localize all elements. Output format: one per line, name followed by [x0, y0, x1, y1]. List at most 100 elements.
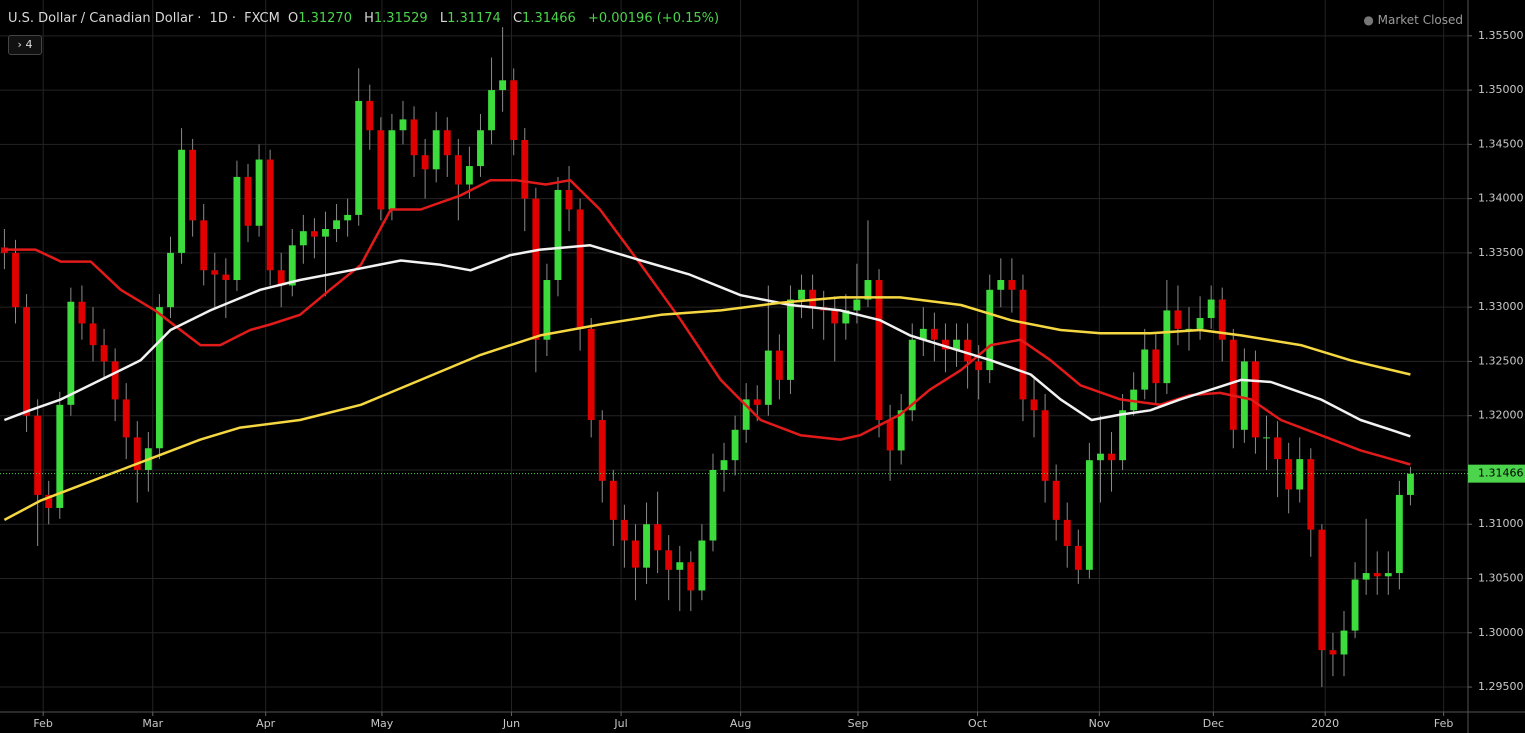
candle-body [410, 119, 418, 156]
candle-body [554, 189, 562, 281]
x-tick-label: Jul [613, 717, 627, 730]
high: 1.31529 [373, 11, 428, 26]
candle-body [167, 252, 174, 308]
candle-body [565, 189, 573, 210]
o-label: O [287, 11, 299, 26]
candle-body [643, 524, 650, 568]
candle-body [222, 274, 230, 281]
candle-body [809, 289, 817, 308]
candle-body [864, 280, 872, 300]
candle-body [720, 460, 728, 470]
x-tick-label: Mar [142, 717, 163, 730]
x-tick-label: Dec [1203, 717, 1224, 730]
y-tick-label: 1.31000 [1478, 517, 1524, 530]
l-label: L [439, 11, 448, 26]
candle-body [1052, 480, 1060, 520]
low: 1.31174 [447, 11, 501, 26]
candle-body [266, 159, 274, 271]
candle-body [122, 399, 130, 438]
x-tick-label: Sep [848, 717, 869, 730]
candle-body [499, 80, 507, 91]
last-price-tag [1468, 464, 1525, 483]
candle-body [1351, 579, 1359, 631]
close: 1.31466 [522, 11, 576, 26]
candle-body [1063, 519, 1071, 546]
candle-body [432, 130, 440, 170]
candle-body [1229, 339, 1237, 430]
candle-body [587, 328, 595, 421]
candle-body [100, 345, 108, 362]
candle-body [510, 80, 518, 141]
y-tick-label: 1.35500 [1478, 29, 1524, 42]
status-text: Market Closed [1377, 13, 1463, 27]
candle-body [1218, 299, 1226, 340]
candle-body [986, 289, 994, 371]
candle-body [421, 155, 429, 170]
candle-body [211, 270, 219, 275]
candle-body [753, 399, 761, 405]
candle-body [244, 176, 252, 226]
x-tick-label: Aug [730, 717, 751, 730]
candle-body [377, 130, 385, 210]
candle-body [886, 420, 894, 451]
candle-body [23, 307, 31, 416]
candle-body [665, 550, 673, 570]
candle-body [1174, 310, 1182, 329]
y-tick-label: 1.34500 [1478, 137, 1524, 150]
candle-body [133, 437, 141, 470]
candle-body [1362, 573, 1370, 580]
candle-body [1108, 453, 1115, 461]
symbol: U.S. Dollar / Canadian Dollar [8, 11, 194, 26]
candle-body [620, 519, 628, 541]
y-tick-label: 1.30500 [1478, 572, 1524, 585]
candle-body [1240, 361, 1248, 430]
candle-body [1252, 361, 1259, 438]
candle-body [897, 410, 905, 451]
candle-body [388, 130, 396, 210]
candle-body [709, 469, 717, 541]
candle-body [189, 149, 197, 221]
candle-body [742, 399, 750, 430]
candle-body [1285, 459, 1293, 490]
candle-body [1097, 453, 1104, 461]
candle-body [34, 415, 42, 495]
y-tick-label: 1.32500 [1478, 354, 1524, 367]
candle-body [333, 220, 340, 230]
plot-background [0, 0, 1468, 712]
source: FXCM [244, 11, 280, 26]
candle-body [953, 339, 960, 350]
indicators-toggle[interactable]: › 4 [8, 35, 42, 55]
candle-body [853, 299, 861, 311]
x-tick-label: Apr [256, 717, 276, 730]
y-tick-label: 1.32000 [1478, 409, 1524, 422]
candle-body [1030, 399, 1038, 411]
candle-body [155, 307, 163, 449]
candle-body [1041, 410, 1049, 481]
status-dot: ● [1363, 13, 1378, 27]
candle-body [787, 299, 794, 380]
candle-body [942, 339, 949, 350]
candle-body [775, 350, 783, 380]
candle-body [764, 350, 772, 405]
candle-body [465, 166, 473, 185]
candle-body [200, 220, 208, 271]
candle-body [1019, 289, 1027, 400]
candle-body [255, 159, 263, 226]
candle-body [1263, 437, 1270, 439]
candle-body [609, 480, 617, 520]
candle-body [299, 231, 307, 246]
candle-body [322, 229, 329, 237]
candle-body [1185, 328, 1193, 330]
y-tick-label: 1.29500 [1478, 680, 1524, 693]
candle-body [654, 524, 662, 551]
candle-body [111, 361, 119, 400]
candle-body [687, 562, 695, 591]
indicator-count: 4 [25, 38, 33, 51]
x-tick-label: Jun [502, 717, 520, 730]
candle-body [576, 209, 584, 329]
candle-body [399, 119, 407, 131]
candle-body [288, 245, 296, 286]
candle-body [532, 198, 540, 340]
candle-body [521, 140, 529, 199]
candle-body [698, 540, 706, 591]
